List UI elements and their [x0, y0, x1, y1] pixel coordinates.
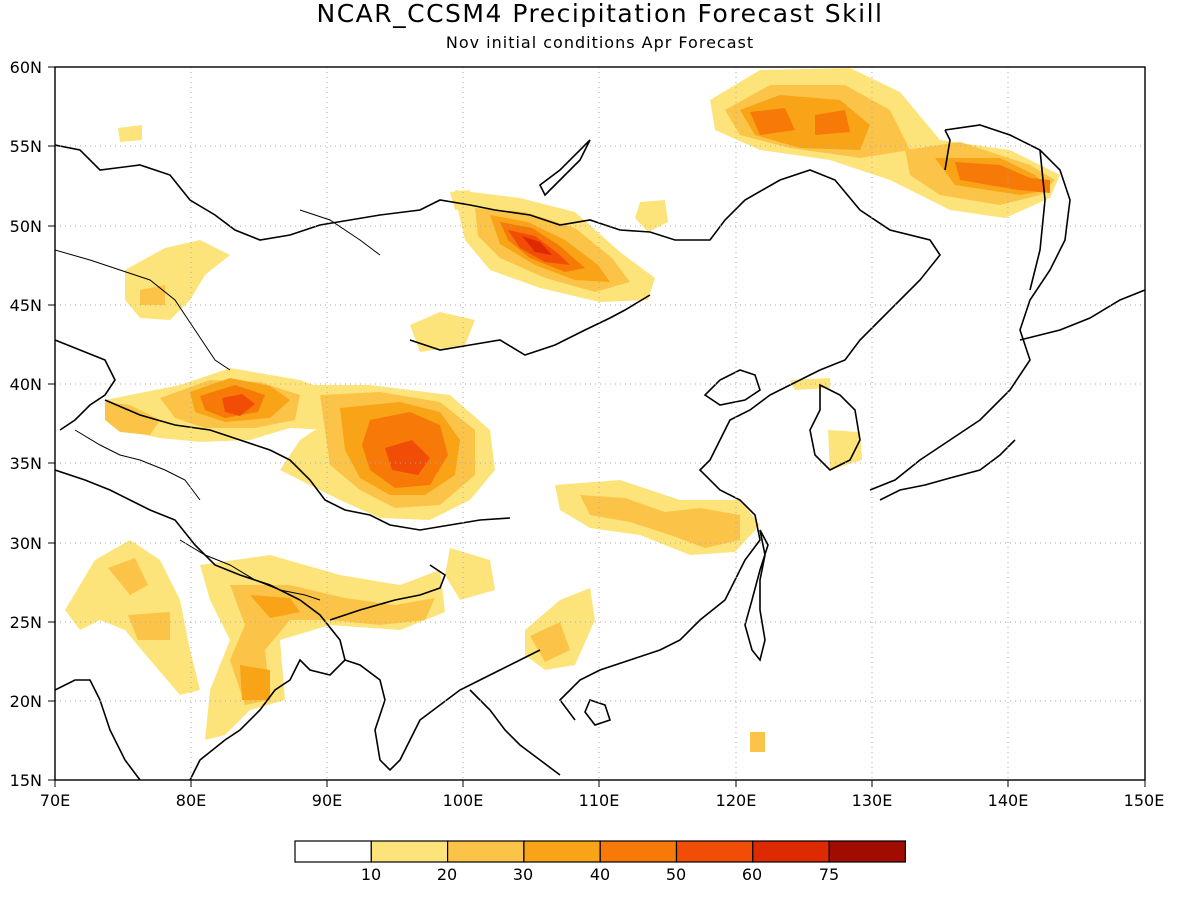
skill-region-south-china: [525, 378, 862, 752]
skill-region-western-india: [65, 540, 200, 695]
color-bar-legend: [294, 840, 906, 863]
coastlines: [55, 124, 1145, 780]
lon-tick-label: 90E: [312, 791, 342, 810]
longitude-ticks: [54, 780, 1146, 787]
lat-tick-label: 50N: [10, 217, 42, 236]
lat-tick-label: 15N: [10, 771, 42, 790]
color-bar-label: 50: [666, 865, 686, 884]
skill-region-qaidam-tibet: [280, 385, 495, 520]
lon-tick-label: 110E: [579, 791, 620, 810]
skill-region-himalaya-bengal: [200, 548, 495, 740]
lon-tick-label: 70E: [40, 791, 70, 810]
lat-tick-label: 60N: [10, 58, 42, 77]
color-bar-swatch: [675, 840, 754, 863]
skill-shading: [55, 68, 1145, 780]
lon-tick-label: 100E: [443, 791, 484, 810]
latitude-axis: 60N 55N 50N 45N 40N 35N 30N 25N 20N 15N: [10, 58, 42, 790]
lat-tick-label: 45N: [10, 296, 42, 315]
skill-region-okhotsk-amur: [710, 68, 1060, 218]
lat-tick-label: 30N: [10, 534, 42, 553]
color-bar-label: 30: [513, 865, 533, 884]
color-bar-label: 60: [742, 865, 762, 884]
skill-region-balkhash: [118, 125, 475, 352]
color-bar-labels: 10 20 30 40 50 60 75: [361, 865, 839, 884]
map-subtitle: Nov initial conditions Apr Forecast: [445, 33, 755, 52]
longitude-axis: 70E 80E 90E 100E 110E 120E 130E 140E 150…: [40, 791, 1165, 810]
lat-tick-label: 55N: [10, 137, 42, 156]
lat-tick-label: 25N: [10, 613, 42, 632]
color-bar-swatch: [523, 840, 601, 863]
color-bar-label: 10: [361, 865, 381, 884]
lon-tick-label: 130E: [852, 791, 893, 810]
gridlines: [55, 67, 1145, 780]
lon-tick-label: 140E: [988, 791, 1029, 810]
color-bar-label: 20: [437, 865, 457, 884]
map-title: NCAR_CCSM4 Precipitation Forecast Skill: [316, 0, 884, 28]
skill-region-tarim-kunlun: [105, 368, 340, 442]
map-frame: [54, 66, 1146, 781]
color-bar-label: 75: [819, 865, 839, 884]
color-bar-swatch: [370, 840, 449, 863]
lat-tick-label: 40N: [10, 375, 42, 394]
color-bar-swatch: [752, 840, 830, 863]
political-borders: [55, 209, 381, 601]
color-bar-label: 40: [590, 865, 610, 884]
color-bar-swatch: [447, 840, 525, 863]
lon-tick-label: 80E: [176, 791, 206, 810]
latitude-ticks: [48, 66, 55, 781]
lon-tick-label: 120E: [716, 791, 757, 810]
lat-tick-label: 35N: [10, 454, 42, 473]
color-bar-swatch: [828, 840, 906, 863]
lon-tick-label: 150E: [1124, 791, 1165, 810]
lat-tick-label: 20N: [10, 692, 42, 711]
skill-region-baikal-mongolia: [450, 190, 668, 302]
skill-region-yangtze: [555, 480, 760, 555]
color-bar-swatch: [599, 840, 678, 863]
color-bar-swatch: [294, 840, 372, 863]
